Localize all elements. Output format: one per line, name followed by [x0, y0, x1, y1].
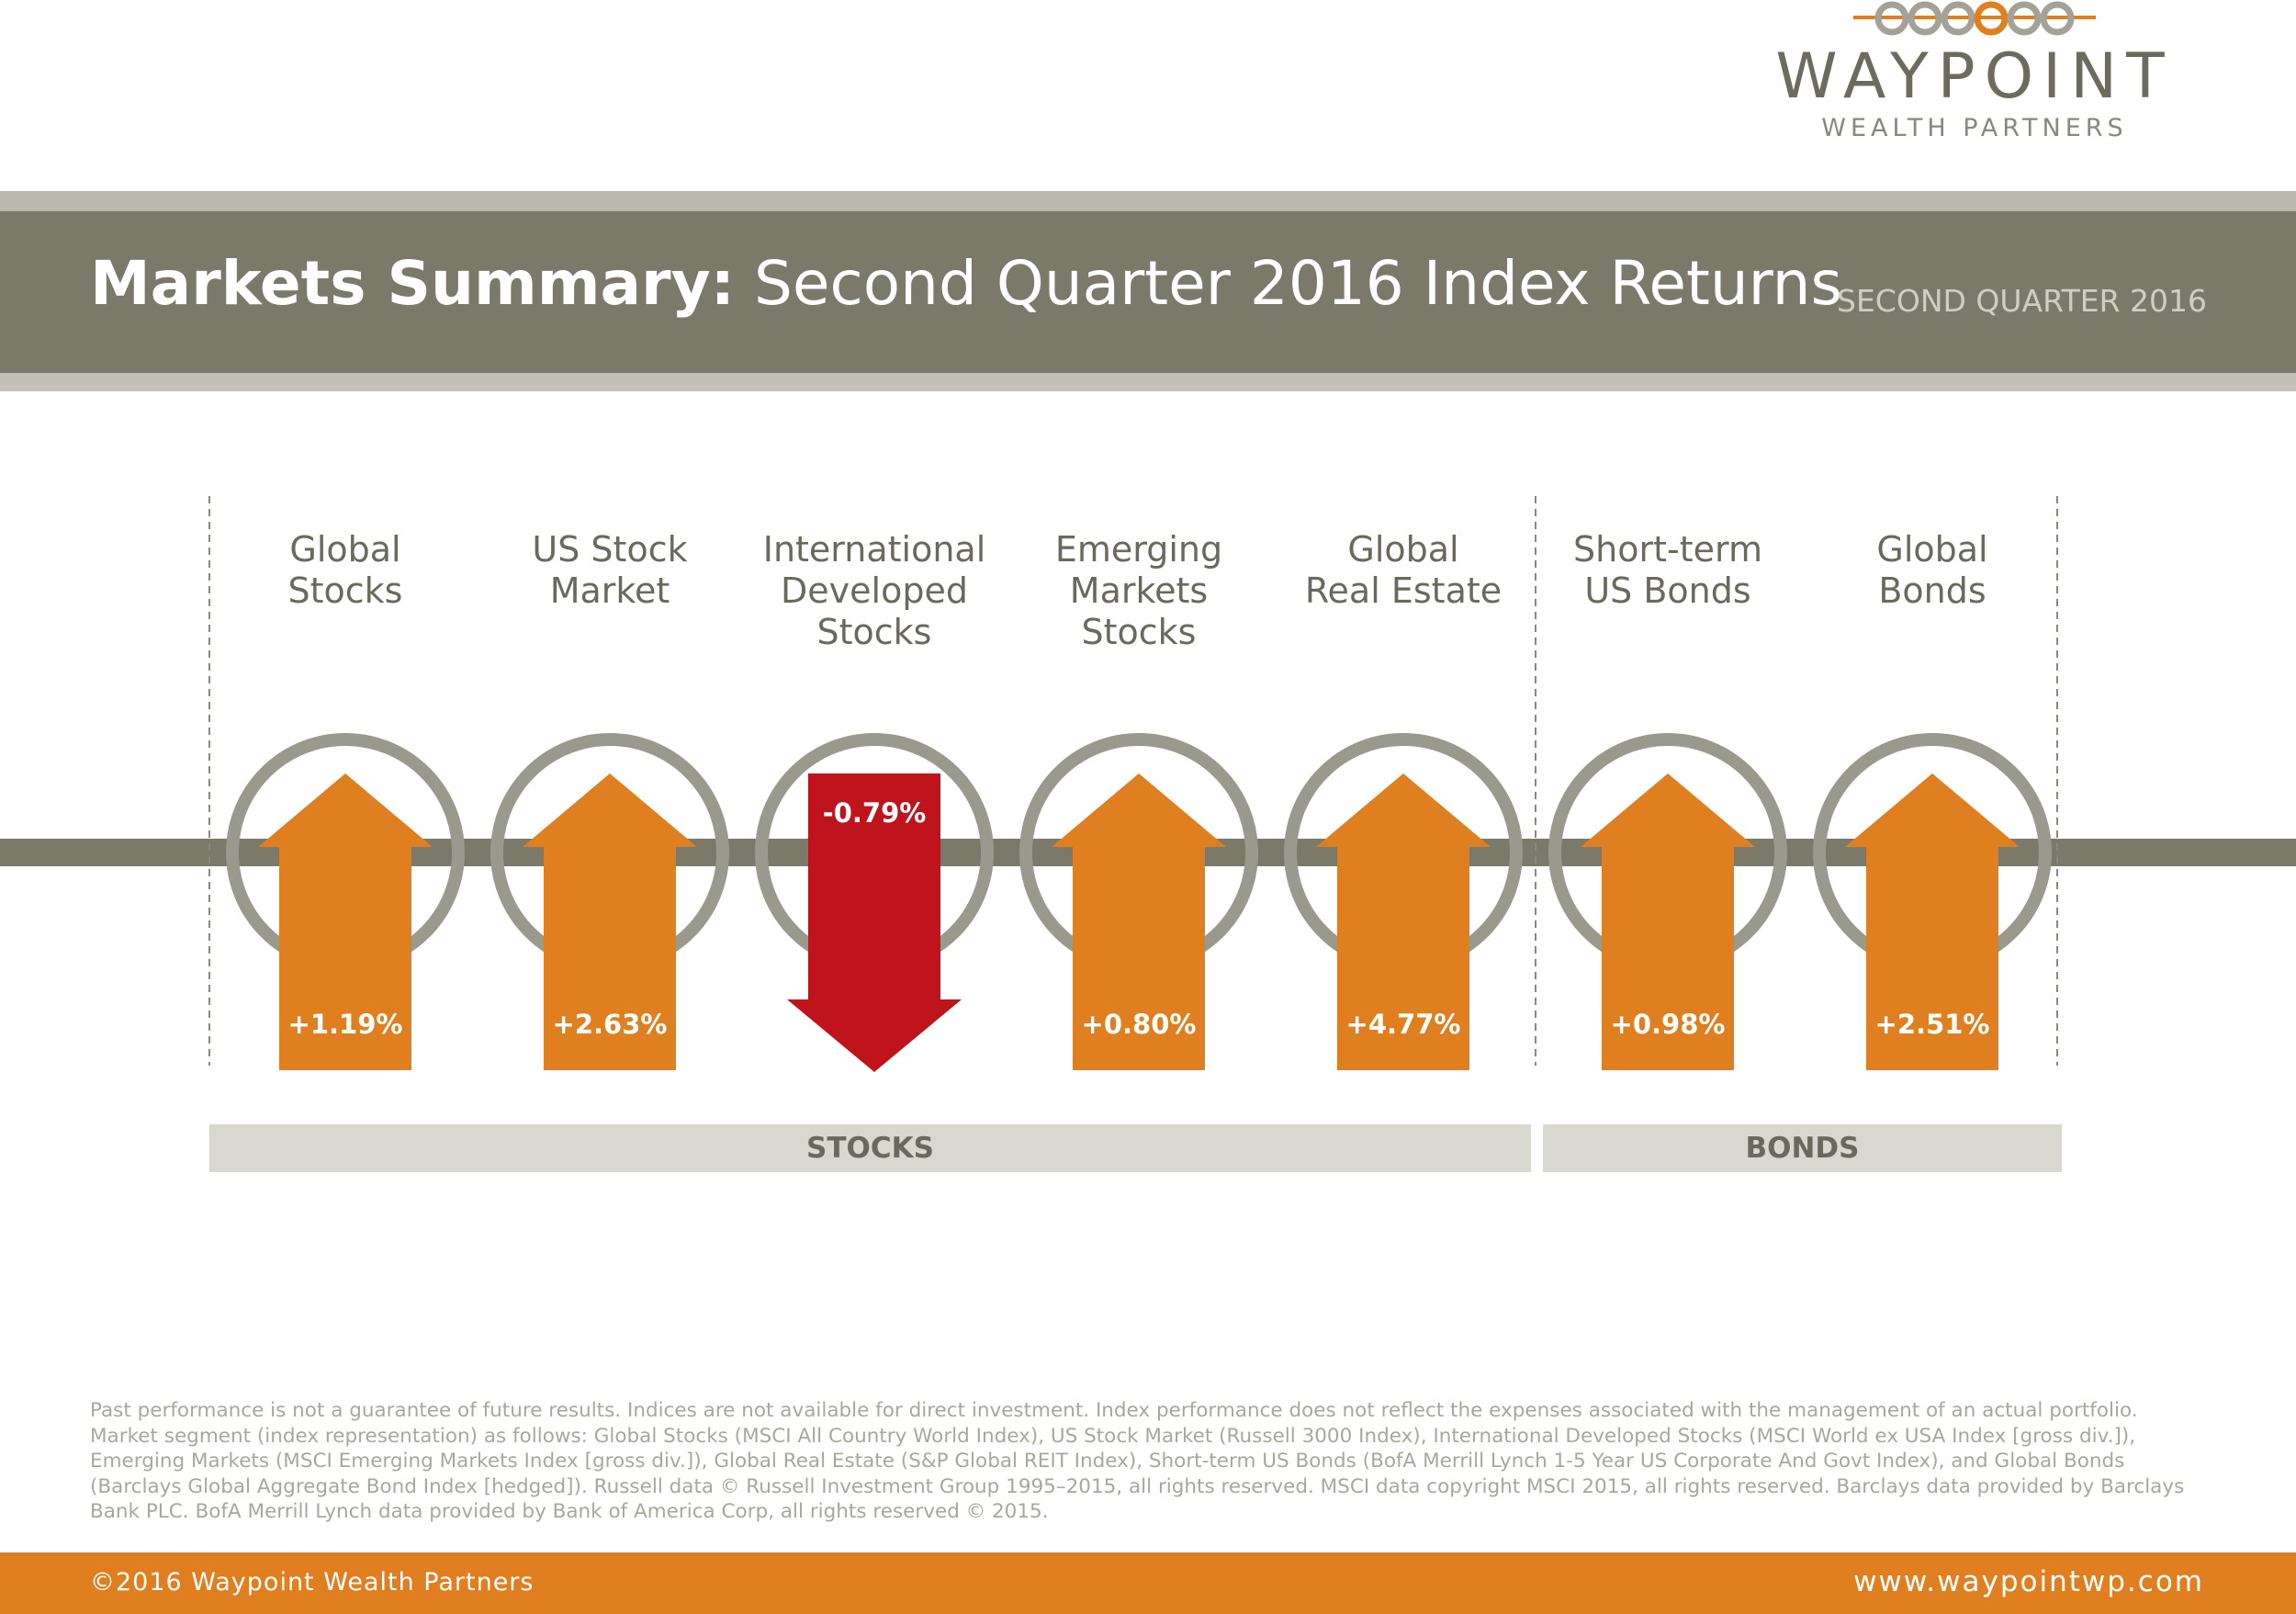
header-band — [0, 211, 2296, 373]
up-arrow-5 — [1316, 773, 1491, 1070]
page-title: Markets Summary: Second Quarter 2016 Ind… — [90, 248, 1842, 319]
up-arrow-6 — [1581, 773, 1755, 1070]
value-label-7: +2.51% — [1874, 1009, 1990, 1040]
up-arrow-1 — [258, 773, 433, 1070]
footer-website-link[interactable]: www.waypointwp.com — [1853, 1565, 2204, 1598]
category-label-6: Short-term US Bonds — [1573, 529, 1762, 611]
header-band-bottom — [0, 373, 2296, 391]
title-rest: Second Quarter 2016 Index Returns — [735, 248, 1842, 319]
logo-rings-icon — [1853, 1, 2096, 36]
title-bold: Markets Summary: — [90, 248, 736, 319]
logo-tagline: WEALTH PARTNERS — [1821, 114, 2128, 142]
group-bar-bonds: BONDS — [1543, 1124, 2062, 1172]
category-label-4: Emerging Markets Stocks — [1054, 529, 1223, 652]
logo-wordmark: WAYPOINT — [1775, 40, 2174, 113]
value-label-3: -0.79% — [822, 797, 927, 829]
header-band-top — [0, 191, 2296, 211]
index-returns-chart — [0, 496, 2296, 1072]
value-label-1: +1.19% — [287, 1009, 403, 1040]
down-arrow-3 — [787, 773, 962, 1072]
footer-copyright: ©2016 Waypoint Wealth Partners — [90, 1568, 535, 1597]
category-label-2: US Stock Market — [532, 529, 688, 611]
waypoint-logo: WAYPOINT WEALTH PARTNERS — [1763, 0, 2186, 156]
category-label-7: Global Bonds — [1876, 529, 1988, 611]
up-arrow-2 — [523, 773, 697, 1070]
value-label-5: +4.77% — [1345, 1009, 1461, 1040]
value-label-2: +2.63% — [552, 1009, 668, 1040]
footer-bar — [0, 1552, 2296, 1614]
disclaimer-footnote: Past performance is not a guarantee of f… — [90, 1399, 2185, 1523]
period-label: SECOND QUARTER 2016 — [1837, 283, 2208, 319]
category-label-1: Global Stocks — [287, 529, 403, 611]
up-arrow-7 — [1845, 773, 2020, 1070]
category-label-3: International Developed Stocks — [762, 529, 986, 652]
category-label-5: Global Real Estate — [1304, 529, 1503, 611]
value-label-6: +0.98% — [1610, 1009, 1726, 1040]
up-arrow-4 — [1052, 773, 1226, 1070]
group-bar-stocks: STOCKS — [209, 1124, 1531, 1172]
value-label-4: +0.80% — [1081, 1009, 1197, 1040]
